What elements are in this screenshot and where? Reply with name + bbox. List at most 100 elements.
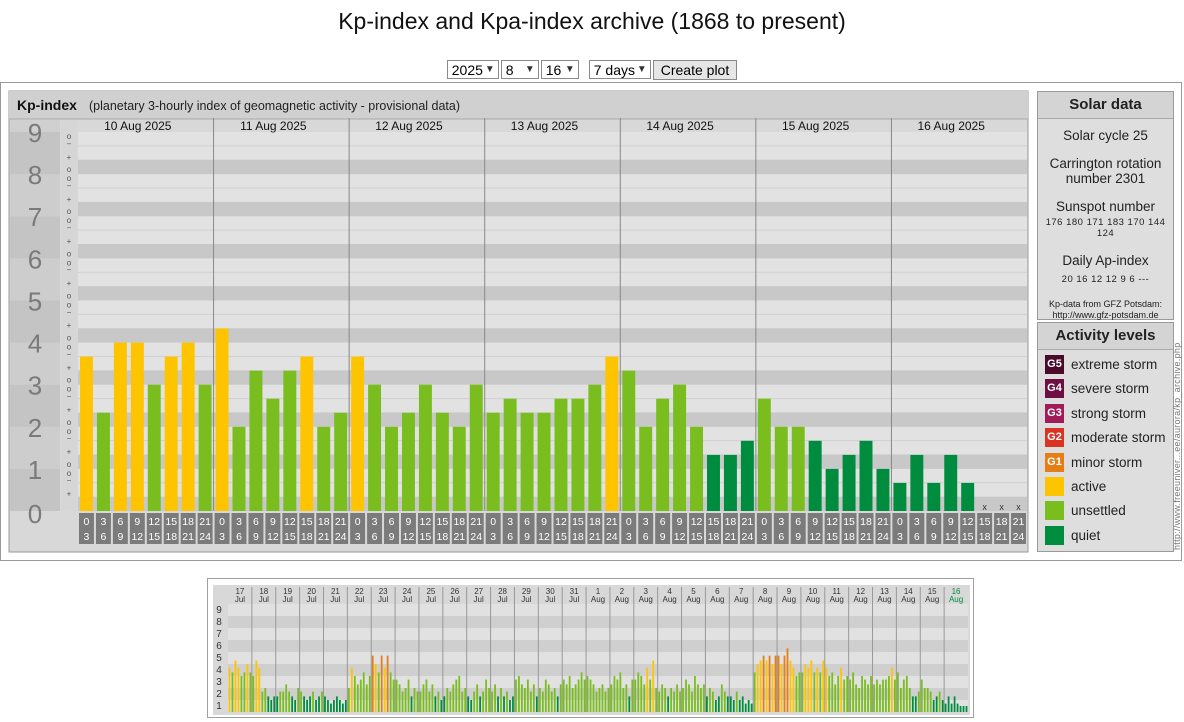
mini-day-number: 9 [787, 587, 792, 596]
mini-kp-bar [449, 691, 452, 712]
interval-cell [807, 513, 823, 544]
mini-kp-bar [646, 667, 649, 712]
mini-kp-bar [923, 688, 926, 712]
y-tick-label: 0 [28, 499, 42, 529]
interval-cell [95, 513, 111, 544]
sub-tick-mark: o [67, 174, 72, 183]
day-select[interactable]: 16 ▼ [540, 60, 579, 79]
kp-bar [435, 412, 449, 511]
mini-kp-bar [422, 684, 425, 712]
year-select[interactable]: 2025 ▼ [446, 60, 499, 79]
mini-kp-bar [640, 676, 643, 712]
activity-level-swatch: G3 [1045, 403, 1064, 423]
mini-kp-bar [547, 684, 550, 712]
activity-level-label: quiet [1071, 527, 1101, 543]
mini-month-label: Jul [450, 595, 460, 604]
mini-kp-bar [610, 684, 613, 712]
interval-cell [282, 513, 298, 544]
mini-kp-bar [258, 667, 261, 712]
mini-month-label: Aug [925, 595, 939, 604]
mini-kp-bar [634, 679, 637, 712]
mini-day-number: 25 [426, 587, 435, 596]
mini-day-number: 23 [379, 587, 388, 596]
plot-band-dark [78, 412, 1027, 427]
mini-day-number: 3 [644, 587, 649, 596]
mini-month-label: Aug [877, 595, 891, 604]
interval-end-label: 9 [117, 531, 123, 543]
mini-kp-bar [637, 672, 640, 712]
mini-kp-bar [807, 667, 810, 712]
sub-tick-mark: + [67, 237, 72, 246]
plot-band-dark [78, 370, 1027, 385]
y-tick-label: 4 [28, 329, 42, 359]
missing-value-mark: x [999, 502, 1004, 512]
mini-kp-bar [947, 696, 950, 712]
mini-kp-bar [896, 672, 899, 712]
mini-kp-bar [819, 672, 822, 712]
mini-kp-bar [804, 664, 807, 712]
sub-tick-mark: o [67, 216, 72, 225]
ap-label: Daily Ap-index [1062, 253, 1149, 268]
mini-kp-bar [905, 676, 908, 712]
mini-kp-bar [500, 688, 502, 712]
mini-kp-bar [365, 684, 368, 712]
interval-cell [739, 513, 755, 544]
mini-kp-bar [729, 696, 732, 712]
mini-month-label: Aug [782, 595, 796, 604]
mini-kp-bar [303, 696, 305, 712]
interval-cell [553, 513, 569, 544]
monthly-overview-chart: 1 2 3 4 5 6 7 8 9 17 Jul 18 Jul 19 Jul 20 Jul 21 Jul 22 Jul 2… [207, 578, 974, 718]
plot-band-dark [78, 159, 1027, 175]
mini-kp-bar [330, 703, 332, 712]
mini-day-number: 1 [596, 587, 601, 596]
interval-cell [977, 513, 993, 544]
y-tick-label: 6 [28, 244, 42, 274]
mini-kp-bar [691, 691, 693, 712]
mini-day-number: 31 [570, 587, 579, 596]
chevron-down-icon: ▼ [524, 64, 535, 75]
mini-kp-bar [765, 660, 768, 712]
interval-cell [621, 513, 637, 544]
sub-tick-mark: o [67, 291, 72, 300]
mini-kp-bar [792, 667, 795, 712]
mini-kp-bar [774, 655, 777, 712]
activity-level-swatch [1045, 477, 1064, 496]
mini-kp-bar [556, 696, 559, 712]
kp-bar [571, 398, 585, 511]
mini-kp-bar [327, 700, 329, 712]
activity-levels-panel: Activity levels G5 extreme storm G4 severe … [1037, 322, 1174, 552]
mini-kp-bar [723, 691, 726, 712]
kp-bar [893, 482, 907, 511]
kp-bar [944, 454, 958, 511]
create-plot-button[interactable]: Create plot [652, 60, 738, 80]
month-select[interactable]: 8 ▼ [500, 60, 539, 79]
interval-end-label: 9 [931, 531, 937, 543]
mini-kp-bar [383, 667, 386, 712]
range-select[interactable]: 7 days ▼ [588, 60, 651, 79]
mini-kp-bar [694, 676, 696, 712]
mini-kp-bar [953, 696, 956, 712]
mini-kp-bar [377, 672, 380, 712]
interval-cell [689, 513, 705, 544]
interval-cell [892, 513, 908, 544]
mini-kp-bar [300, 691, 302, 712]
mini-month-label: Aug [901, 595, 915, 604]
mini-kp-bar [697, 684, 699, 712]
kp-bar [368, 384, 382, 511]
mini-kp-bar [416, 691, 419, 712]
interval-start-label: 3 [372, 516, 378, 528]
kp-bar [469, 384, 483, 511]
interval-end-label: 3 [897, 531, 903, 543]
interval-start-label: 3 [507, 516, 513, 528]
interval-end-label: 12 [131, 531, 143, 543]
interval-end-label: 18 [437, 531, 449, 543]
sub-tick-column [61, 120, 77, 511]
mini-day-number: 2 [620, 587, 625, 596]
y-axis-band [10, 426, 60, 469]
interval-end-label: 3 [355, 531, 361, 543]
interval-start-label: 15 [437, 516, 449, 528]
interval-cell [79, 513, 94, 544]
mini-day-number: 14 [904, 587, 913, 596]
interval-start-label: 3 [100, 516, 106, 528]
chart-header-band [9, 91, 1028, 119]
